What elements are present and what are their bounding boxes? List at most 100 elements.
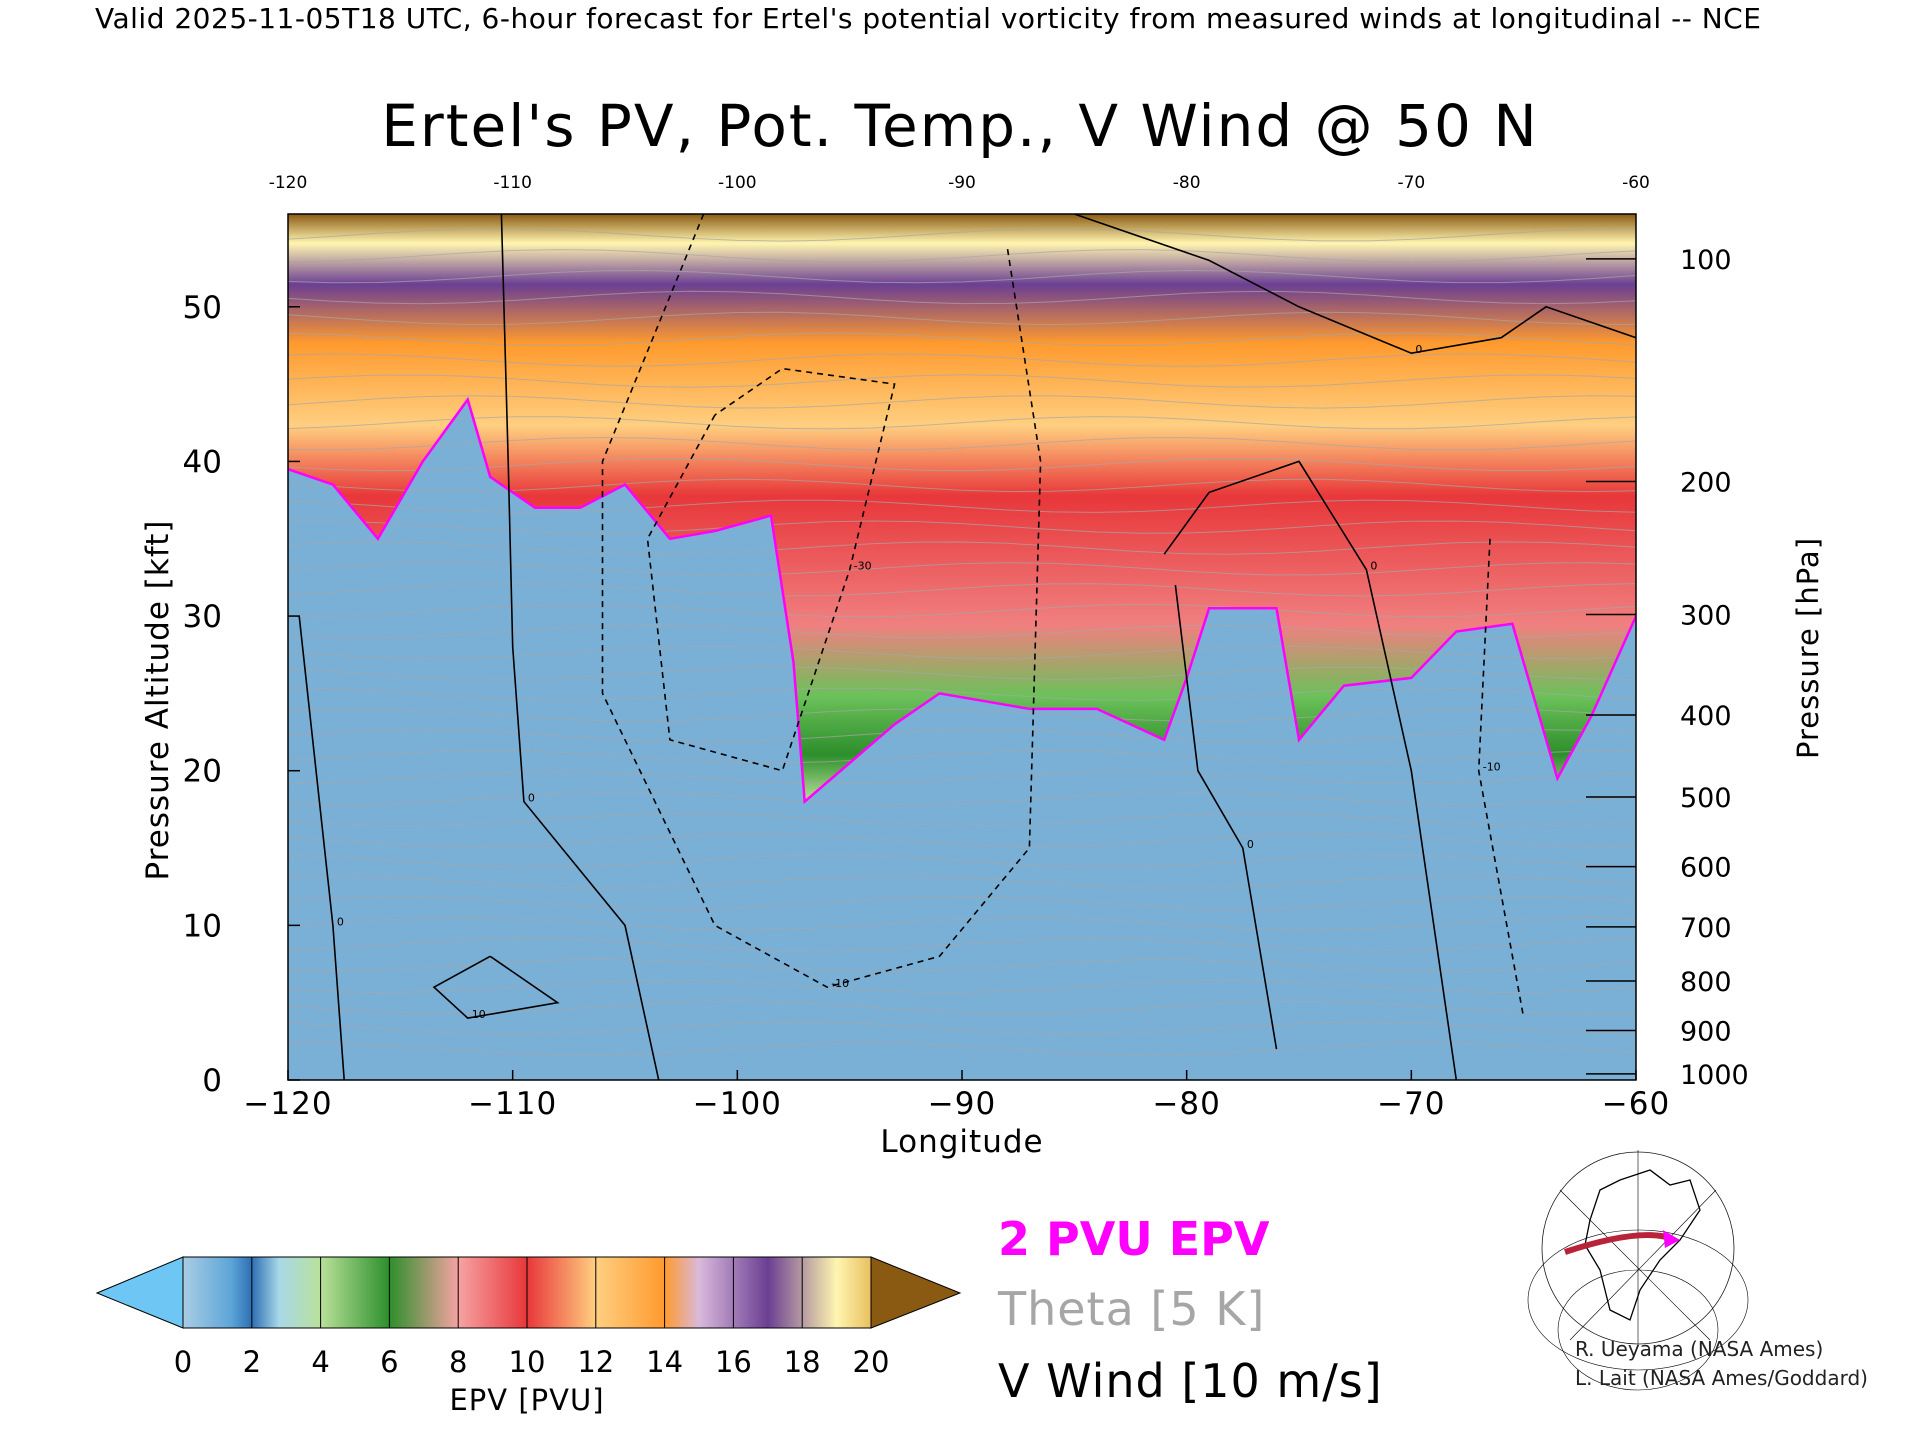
legend-v-wind: V Wind [10 m/s] <box>998 1354 1383 1408</box>
v-wind-line-label: 0 <box>1247 838 1254 851</box>
v-wind-line-label: -30 <box>854 560 872 573</box>
theta-line <box>288 979 1636 994</box>
x-tick-label: −120 <box>243 1086 332 1122</box>
theta-line <box>288 436 1636 451</box>
section-path <box>1564 1232 1671 1255</box>
pressure-tick-label: 700 <box>1680 913 1732 944</box>
theta-line <box>288 311 1636 326</box>
pressure-tick-label: 500 <box>1680 783 1732 814</box>
theta-line <box>288 374 1636 388</box>
theta-line <box>288 583 1636 597</box>
legend-2pvu-epv: 2 PVU EPV <box>998 1212 1270 1266</box>
pressure-tick-label: 200 <box>1680 468 1732 499</box>
theta-line <box>288 770 1636 785</box>
colorbar-tick-label: 2 <box>243 1345 261 1379</box>
colorbar-tick-label: 12 <box>577 1345 614 1379</box>
x-tick-label: −80 <box>1152 1086 1220 1122</box>
v-wind-line <box>601 214 1042 989</box>
v-wind-line <box>432 955 560 1019</box>
theta-line <box>288 896 1636 910</box>
colorbar-tick-label: 16 <box>715 1345 752 1379</box>
v-wind-line-label: 10 <box>472 1008 486 1021</box>
theta-line <box>288 541 1636 555</box>
pressure-tick-label: 100 <box>1680 245 1732 276</box>
theta-line <box>288 249 1636 263</box>
theta-line <box>288 228 1636 242</box>
theta-line <box>288 353 1636 367</box>
x-tick-label: −100 <box>693 1086 782 1122</box>
colorbar-tick-label: 0 <box>174 1345 192 1379</box>
v-wind-line-label: -10 <box>1483 761 1501 774</box>
x-axis-label: Longitude <box>880 1124 1043 1160</box>
colorbar-tick-label: 20 <box>853 1345 890 1379</box>
stratosphere-fill <box>288 214 1636 802</box>
x-axis: −120 −110 −100 −90 −80 −70 −60 <box>243 1070 1669 1122</box>
theta-line <box>288 750 1636 764</box>
theta-line <box>288 666 1636 680</box>
theta-line <box>288 958 1636 973</box>
theta-line <box>288 875 1636 889</box>
theta-line <box>288 457 1636 472</box>
top-longitude-axis: -120 -110 -100 -90 -80 -70 -60 <box>269 173 1650 193</box>
y-tick-label: 40 <box>183 444 222 480</box>
colorbar-tick-label: 14 <box>646 1345 683 1379</box>
v-wind-line <box>646 367 896 772</box>
theta-line <box>288 1021 1636 1035</box>
colorbar-label: EPV [PVU] <box>449 1383 604 1417</box>
top-tick-label: -70 <box>1397 173 1425 193</box>
theta-line <box>288 729 1636 743</box>
credit-line: R. Ueyama (NASA Ames) <box>1575 1337 1824 1361</box>
pressure-axis-label: Pressure [hPa] <box>1791 537 1825 759</box>
pressure-tick-label: 900 <box>1680 1017 1732 1048</box>
colorbar-low-arrow <box>95 1256 184 1329</box>
colorbar-tick-label: 18 <box>784 1345 821 1379</box>
top-tick-label: -100 <box>718 173 757 193</box>
theta-line <box>288 937 1636 952</box>
theta-line <box>288 1042 1636 1056</box>
theta-line <box>288 603 1636 618</box>
theta-line <box>288 833 1636 848</box>
v-wind-line-label: -10 <box>831 977 849 990</box>
theta-line <box>288 854 1636 868</box>
theta-line <box>288 1000 1636 1015</box>
theta-line <box>288 812 1636 827</box>
v-wind-line-label: 0 <box>528 792 535 805</box>
y-tick-label: 10 <box>183 908 222 944</box>
pressure-tick-label: 1000 <box>1680 1060 1749 1091</box>
pressure-tick-label: 300 <box>1680 601 1732 632</box>
chart-title: Ertel's PV, Pot. Temp., V Wind @ 50 N <box>381 92 1539 160</box>
pressure-tick-label: 400 <box>1680 701 1732 732</box>
y-tick-label: 30 <box>183 599 222 635</box>
v-wind-line-label: 0 <box>337 915 344 928</box>
x-tick-label: −110 <box>468 1086 557 1122</box>
y-axis-label: Pressure Altitude [kft] <box>140 520 176 881</box>
colorbar: 0 2 4 6 8 10 12 14 16 18 20 EPV [PVU] <box>95 1256 962 1417</box>
top-tick-label: -60 <box>1622 173 1650 193</box>
top-tick-label: -90 <box>948 173 976 193</box>
v-wind-line <box>1074 214 1636 355</box>
y-tick-label: 50 <box>183 290 222 326</box>
locator-map <box>1527 1150 1749 1391</box>
v-wind-line <box>1163 460 1458 1080</box>
theta-line <box>288 416 1636 430</box>
colorbar-tick-label: 6 <box>380 1345 398 1379</box>
colorbar-tick-label: 4 <box>311 1345 329 1379</box>
y-axis: 0 10 20 30 40 50 <box>183 290 300 1099</box>
v-wind-line <box>1477 538 1525 1019</box>
theta-line <box>288 917 1636 931</box>
v-wind-line <box>298 616 345 1080</box>
theta-line <box>288 562 1636 576</box>
colorbar-tick-label: 10 <box>509 1345 546 1379</box>
theta-line <box>288 478 1636 493</box>
section-end-marker <box>1663 1230 1680 1248</box>
v-wind-line <box>500 214 660 1080</box>
x-tick-label: −70 <box>1377 1086 1445 1122</box>
top-tick-label: -110 <box>493 173 532 193</box>
legend-theta: Theta [5 K] <box>998 1282 1266 1336</box>
v-wind-line-label: 0 <box>1415 343 1422 356</box>
theta-line <box>288 269 1636 284</box>
top-tick-label: -120 <box>269 173 308 193</box>
theta-contours <box>288 228 1636 1056</box>
v-wind-contours: 0 0 10 -10 -30 0 0 0 -10 <box>298 214 1636 1080</box>
